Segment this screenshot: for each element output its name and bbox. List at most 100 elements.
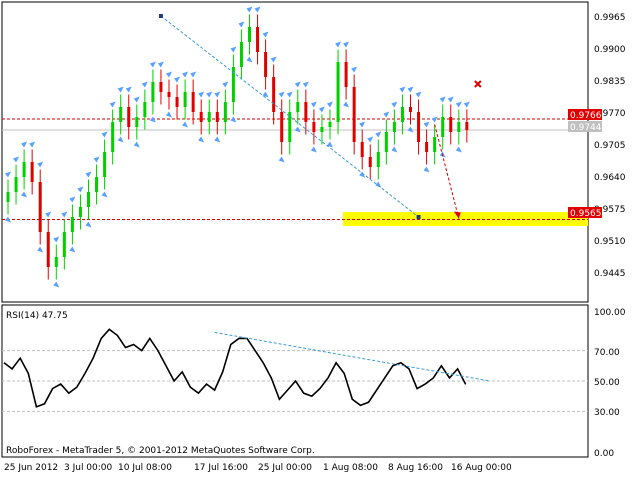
fractal-marker <box>53 281 60 288</box>
fractal-marker <box>5 216 11 223</box>
candle-body <box>264 52 268 77</box>
fractal-marker <box>375 181 382 188</box>
fractal-marker <box>141 81 148 88</box>
fractal-marker <box>85 221 92 228</box>
fractal-marker <box>318 106 325 113</box>
fractal-marker <box>278 91 285 98</box>
fractal-marker <box>149 116 156 123</box>
candle-body <box>87 192 90 207</box>
candle-body <box>376 152 380 167</box>
stop-cross-icon <box>474 80 482 88</box>
fractal-marker <box>327 101 333 108</box>
fractal-marker <box>343 41 350 48</box>
forecast-arrow <box>434 124 460 219</box>
candle-body <box>135 117 139 127</box>
fractal-marker <box>190 71 197 78</box>
candle-body <box>62 232 66 257</box>
time-axis: 25 Jun 2012 3 Jul 00:00 10 Jul 08:00 17 … <box>4 463 512 473</box>
time-tick: 3 Jul 00:00 <box>64 463 113 473</box>
fractal-marker <box>214 136 221 143</box>
time-tick: 25 Jul 00:00 <box>258 463 312 473</box>
candle-body <box>38 182 42 232</box>
time-tick: 1 Aug 08:00 <box>323 463 378 473</box>
fractal-marker <box>415 91 422 98</box>
fractal-marker <box>133 96 140 103</box>
time-tick: 25 Jun 2012 <box>4 463 58 473</box>
fractal-marker <box>455 101 462 108</box>
candle-body <box>360 142 364 157</box>
fractal-marker <box>367 136 374 143</box>
fractal-marker <box>383 111 390 118</box>
rsi-tick: 100.00 <box>594 308 626 318</box>
candle-body <box>425 142 429 152</box>
fractal-marker <box>310 101 317 108</box>
candle-body <box>111 122 115 152</box>
rsi-trend-line <box>214 331 491 382</box>
fractal-marker <box>5 171 11 178</box>
candle-body <box>159 82 163 92</box>
candle-body <box>392 122 396 132</box>
fractal-marker <box>246 6 253 13</box>
fractal-marker <box>166 71 172 78</box>
target-price-label: 0.9565 <box>570 209 602 219</box>
price-tick: 0.9835 <box>594 77 626 87</box>
fractal-marker <box>423 121 430 128</box>
fractal-marker <box>117 86 124 93</box>
resistance-price-box: 0.9766 <box>568 109 602 121</box>
fractal-marker <box>447 96 454 103</box>
fractal-marker <box>391 146 398 153</box>
candle-body <box>433 137 437 152</box>
price-tick: 0.9965 <box>594 13 626 23</box>
candle-body <box>207 112 211 122</box>
fractal-marker <box>69 196 76 203</box>
candle-body <box>336 62 340 122</box>
fractal-marker <box>302 81 309 88</box>
candle-body <box>400 107 404 122</box>
copyright-text: RoboForex - MetaTrader 5, © 2001-2012 Me… <box>6 446 315 456</box>
fractal-marker <box>125 86 132 93</box>
candle-body <box>223 102 227 122</box>
fractal-marker <box>439 96 446 103</box>
fractal-marker <box>198 91 205 98</box>
fractal-marker <box>310 146 317 153</box>
candle-body <box>143 102 147 117</box>
fractal-marker <box>37 161 44 168</box>
time-tick: 17 Jul 16:00 <box>194 463 248 473</box>
candle-body <box>409 107 412 112</box>
fractal-marker <box>93 156 100 163</box>
rsi-tick: 50.00 <box>594 378 620 388</box>
price-tick: 0.9445 <box>594 269 626 279</box>
rsi-line <box>3 328 467 408</box>
candle-body <box>417 112 421 142</box>
fractal-marker <box>13 156 20 163</box>
fractal-marker <box>359 121 366 128</box>
candle-body <box>127 107 131 127</box>
trend-anchor <box>416 215 421 219</box>
candle-body <box>22 162 26 177</box>
fractal-marker <box>222 81 229 88</box>
candle-body <box>256 27 260 52</box>
target-price-box: 0.9565 <box>568 207 602 219</box>
candle-body <box>215 112 219 122</box>
fractal-marker <box>294 126 301 133</box>
candle-body <box>167 92 171 97</box>
price-tick: 0.9510 <box>594 237 626 247</box>
fractal-marker <box>45 211 52 218</box>
fractal-marker <box>238 21 245 28</box>
candle-body <box>151 82 155 102</box>
fractal-marker <box>278 156 285 163</box>
fractal-marker <box>101 191 108 198</box>
price-axis: 0.9965 0.9900 0.9835 0.9770 0.9705 0.964… <box>594 13 626 279</box>
rsi-tick: 70.00 <box>594 348 620 358</box>
fractal-marker <box>21 141 28 148</box>
price-tick: 0.9900 <box>594 45 626 55</box>
fractal-marker <box>294 81 301 88</box>
candle-body <box>175 97 179 107</box>
candle-body <box>199 112 203 122</box>
candle-body <box>46 232 50 267</box>
fractal-marker <box>101 131 108 138</box>
rsi-tick: 0.00 <box>594 449 614 459</box>
candle-body <box>70 217 74 232</box>
fractal-marker <box>109 101 116 108</box>
fractal-marker <box>21 191 28 198</box>
